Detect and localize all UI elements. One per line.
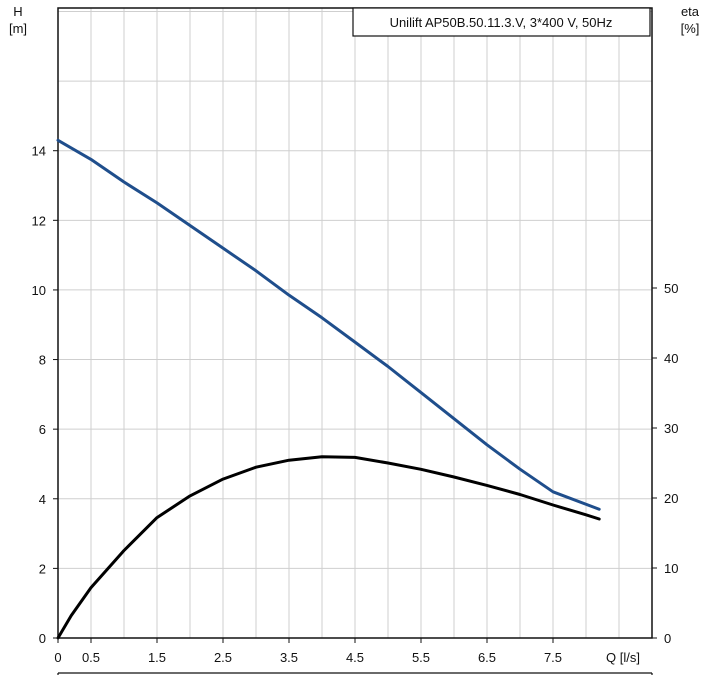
y-right-tick-label: 0 xyxy=(664,631,671,646)
right-axis-label-line1: eta xyxy=(681,4,700,19)
grid-lines xyxy=(58,8,652,638)
y-right-tick-label: 50 xyxy=(664,281,678,296)
x-tick-label: 0 xyxy=(54,650,61,665)
efficiency-curve xyxy=(56,455,601,640)
y-left-tick-label: 14 xyxy=(32,144,46,159)
p1-partial-label: P1 xyxy=(2,673,18,675)
curves xyxy=(56,138,601,640)
x-tick-label: 4.5 xyxy=(346,650,364,665)
right-axis-label-line2: [%] xyxy=(681,21,700,36)
y-left-tick-label: 0 xyxy=(39,631,46,646)
x-tick-label: 2.5 xyxy=(214,650,232,665)
y-right-tick-label: 30 xyxy=(664,421,678,436)
title-box xyxy=(352,7,651,37)
y-left-tick-label: 12 xyxy=(32,213,46,228)
y-left-tick-label: 4 xyxy=(39,492,46,507)
x-tick-label: 3.5 xyxy=(280,650,298,665)
x-tick-label: 5.5 xyxy=(412,650,430,665)
tick-marks: 0 0.5 1.5 2.5 3.5 4.5 5.5 6.5 7.5 0 2 4 6 8 10 12 14 0 10 2… xyxy=(32,144,679,665)
left-axis-label-line2: [m] xyxy=(9,21,27,36)
x-axis-label: Q [l/s] xyxy=(606,650,640,665)
x-tick-label: 1.5 xyxy=(148,650,166,665)
y-right-tick-label: 20 xyxy=(664,491,678,506)
y-right-tick-label: 40 xyxy=(664,351,678,366)
x-tick-label: 7.5 xyxy=(544,650,562,665)
chart-title: Unilift AP50B.50.11.3.V, 3*400 V, 50Hz xyxy=(390,15,613,30)
y-right-tick-label: 10 xyxy=(664,561,678,576)
x-tick-label: 0.5 xyxy=(82,650,100,665)
head-curve xyxy=(56,138,601,511)
y-left-tick-label: 6 xyxy=(39,422,46,437)
x-tick-label: 6.5 xyxy=(478,650,496,665)
y-left-tick-label: 2 xyxy=(39,561,46,576)
y-left-tick-label: 10 xyxy=(32,283,46,298)
y-left-tick-label: 8 xyxy=(39,353,46,368)
left-axis-label-line1: H xyxy=(13,4,22,19)
